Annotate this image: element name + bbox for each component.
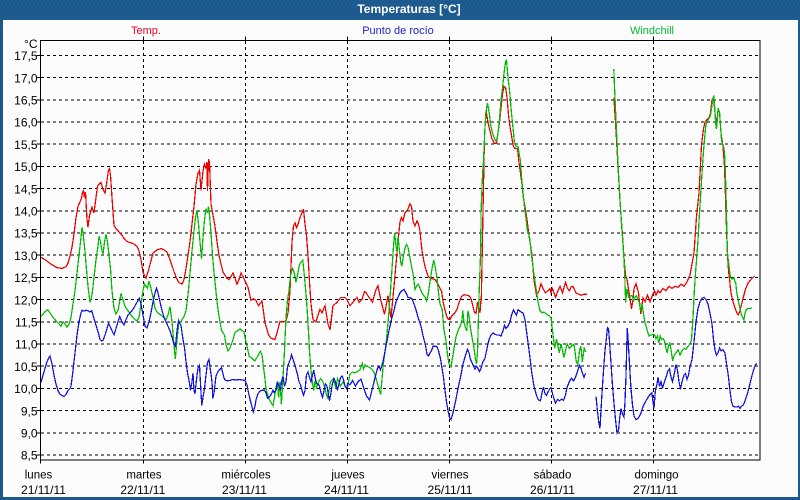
svg-text:24/11/11: 24/11/11: [324, 483, 369, 497]
svg-text:martes: martes: [126, 470, 161, 482]
svg-text:17,0: 17,0: [14, 71, 38, 85]
svg-text:lunes: lunes: [25, 470, 53, 482]
svg-text:11,5: 11,5: [15, 316, 38, 330]
svg-text:26/11/11: 26/11/11: [530, 483, 575, 497]
svg-text:21/11/11: 21/11/11: [21, 483, 66, 497]
svg-text:15,0: 15,0: [14, 160, 38, 174]
svg-text:23/11/11: 23/11/11: [222, 483, 267, 497]
svg-text:15,5: 15,5: [14, 138, 38, 152]
svg-text:17,5: 17,5: [14, 49, 38, 63]
svg-text:10,5: 10,5: [14, 360, 38, 374]
svg-text:miércoles: miércoles: [221, 470, 270, 482]
svg-text:22/11/11: 22/11/11: [120, 483, 165, 497]
svg-text:27/11/11: 27/11/11: [633, 483, 678, 497]
svg-text:jueves: jueves: [330, 470, 364, 482]
svg-text:14,0: 14,0: [14, 205, 38, 219]
svg-text:9,5: 9,5: [21, 404, 38, 418]
svg-text:12,0: 12,0: [14, 293, 38, 307]
svg-text:sábado: sábado: [534, 470, 572, 482]
svg-text:13,5: 13,5: [14, 227, 38, 241]
svg-text:16,5: 16,5: [14, 94, 38, 108]
svg-text:8,5: 8,5: [21, 449, 38, 463]
svg-text:14,5: 14,5: [14, 182, 38, 196]
svg-text:9,0: 9,0: [21, 427, 38, 441]
svg-text:12,5: 12,5: [14, 271, 38, 285]
svg-text:viernes: viernes: [431, 470, 468, 482]
svg-text:11,0: 11,0: [15, 338, 38, 352]
svg-text:13,0: 13,0: [14, 249, 38, 263]
svg-text:25/11/11: 25/11/11: [428, 483, 473, 497]
svg-text:domingo: domingo: [634, 470, 678, 482]
svg-text:°C: °C: [24, 37, 38, 51]
svg-text:16,0: 16,0: [14, 116, 38, 130]
svg-text:10,0: 10,0: [14, 382, 38, 396]
